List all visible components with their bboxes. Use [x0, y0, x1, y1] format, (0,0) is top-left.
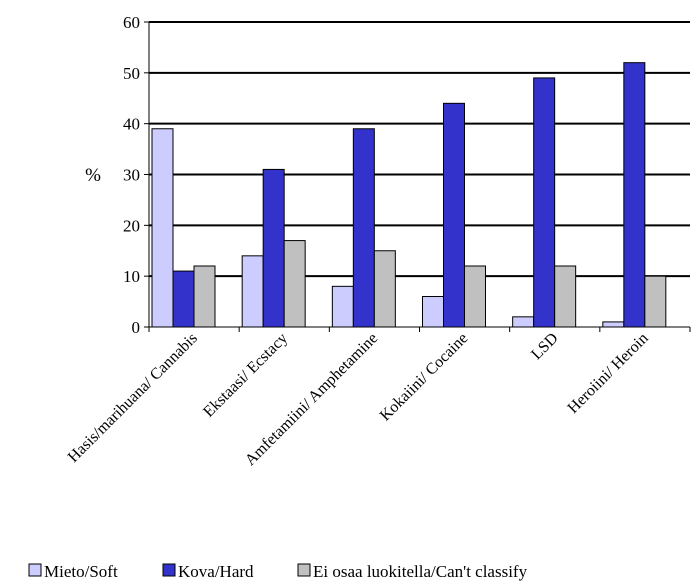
x-tick-label: LSD: [528, 330, 561, 363]
y-tick-label: 60: [123, 13, 140, 32]
bar: [644, 275, 667, 328]
x-tick-labels: Hasis/marihuana/ Cannabis Ekstaasi/ Ecsta…: [65, 330, 652, 469]
legend-swatch: [28, 563, 42, 577]
x-tick-label: Heroiini/ Heroin: [565, 330, 652, 417]
legend-swatch: [162, 563, 176, 577]
y-tick-labels: 0 10 20 30 40 50 60: [123, 13, 140, 337]
legend-swatch: [297, 563, 311, 577]
bar: [241, 255, 264, 328]
bar: [283, 240, 306, 328]
bar: [373, 250, 396, 328]
bar: [352, 128, 375, 328]
y-tick-label: 30: [123, 166, 140, 185]
bar: [151, 128, 174, 328]
y-tick-label: 10: [123, 267, 140, 286]
y-tick-label: 20: [123, 216, 140, 235]
x-tick-label: Ekstaasi/ Ecstacy: [200, 330, 291, 421]
bar: [464, 265, 486, 328]
axes: [144, 21, 691, 332]
bar: [623, 62, 646, 328]
bar: [602, 321, 625, 328]
bar: [443, 102, 465, 328]
bar: [422, 296, 444, 328]
bar: [554, 265, 577, 328]
bar: [533, 77, 556, 328]
y-tick-label: 50: [123, 64, 140, 83]
legend-label: Kova/Hard: [178, 562, 254, 581]
legend-label: Ei osaa luokitella/Can't classify: [313, 562, 528, 581]
bars: [151, 62, 667, 328]
x-tick-label: Hasis/marihuana/ Cannabis: [65, 330, 201, 466]
bar: [172, 270, 195, 328]
bar: [262, 168, 285, 328]
legend-label: Mieto/Soft: [44, 562, 118, 581]
legend: Mieto/Soft Kova/Hard Ei osaa luokitella/Ca…: [28, 562, 528, 581]
y-tick-label: 40: [123, 115, 140, 134]
bar: [193, 265, 216, 328]
bar: [512, 316, 535, 328]
y-axis-label: %: [85, 165, 101, 186]
bar: [331, 285, 354, 328]
grid-lines: [149, 21, 690, 278]
y-tick-label: 0: [132, 318, 141, 337]
x-tick-label: Kokaiini/ Cocaine: [377, 330, 472, 425]
